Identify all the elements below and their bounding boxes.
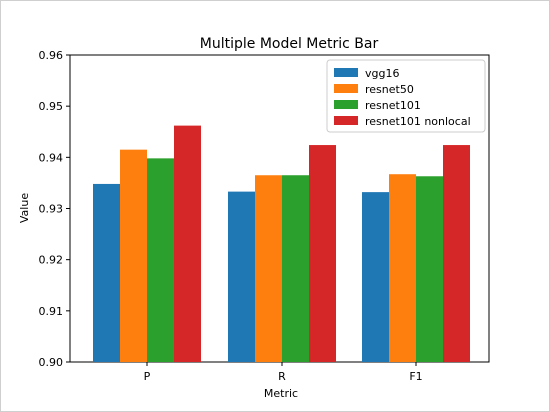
x-tick-label: P: [144, 370, 151, 383]
y-tick-label: 0.94: [39, 151, 64, 164]
bar-resnet101-nonlocal-F1: [443, 145, 470, 362]
y-tick-label: 0.91: [39, 305, 64, 318]
bar-vgg16-R: [228, 191, 255, 362]
legend: vgg16 resnet50 resnet101 resnet101 nonlocal: [326, 59, 486, 133]
y-tick-label: 0.95: [39, 100, 64, 113]
x-axis-ticks: P R F1: [144, 362, 423, 383]
legend-swatch: [334, 100, 358, 109]
legend-label: resnet50: [365, 83, 414, 96]
bar-resnet50-R: [255, 175, 282, 362]
x-tick-label: R: [278, 370, 286, 383]
bar-resnet101-P: [147, 158, 174, 362]
bar-vgg16-P: [93, 183, 120, 362]
bar-vgg16-F1: [362, 192, 389, 362]
bar-resnet101-F1: [416, 176, 443, 362]
bars-group: [93, 125, 470, 362]
y-tick-label: 0.96: [39, 49, 64, 62]
y-tick-label: 0.90: [39, 356, 64, 369]
legend-label: resnet101 nonlocal: [365, 115, 471, 128]
y-axis-label: Value: [18, 193, 31, 223]
x-tick-label: F1: [409, 370, 422, 383]
legend-label: vgg16: [365, 67, 399, 80]
legend-swatch: [334, 116, 358, 125]
chart-title: Multiple Model Metric Bar: [200, 36, 379, 52]
y-axis-ticks: 0.90 0.91 0.92 0.93 0.94 0.95 0.96: [39, 49, 70, 369]
bar-resnet50-F1: [389, 174, 416, 362]
bar-resnet101-R: [282, 175, 309, 362]
legend-swatch: [334, 84, 358, 93]
legend-swatch: [334, 68, 358, 77]
bar-resnet101-nonlocal-R: [309, 145, 336, 362]
bar-resnet50-P: [120, 149, 147, 362]
bar-resnet101-nonlocal-P: [174, 125, 201, 362]
y-tick-label: 0.92: [39, 254, 64, 267]
y-tick-label: 0.93: [39, 203, 64, 216]
legend-box: [326, 59, 486, 133]
legend-label: resnet101: [365, 99, 421, 112]
x-axis-label: Metric: [264, 387, 298, 400]
